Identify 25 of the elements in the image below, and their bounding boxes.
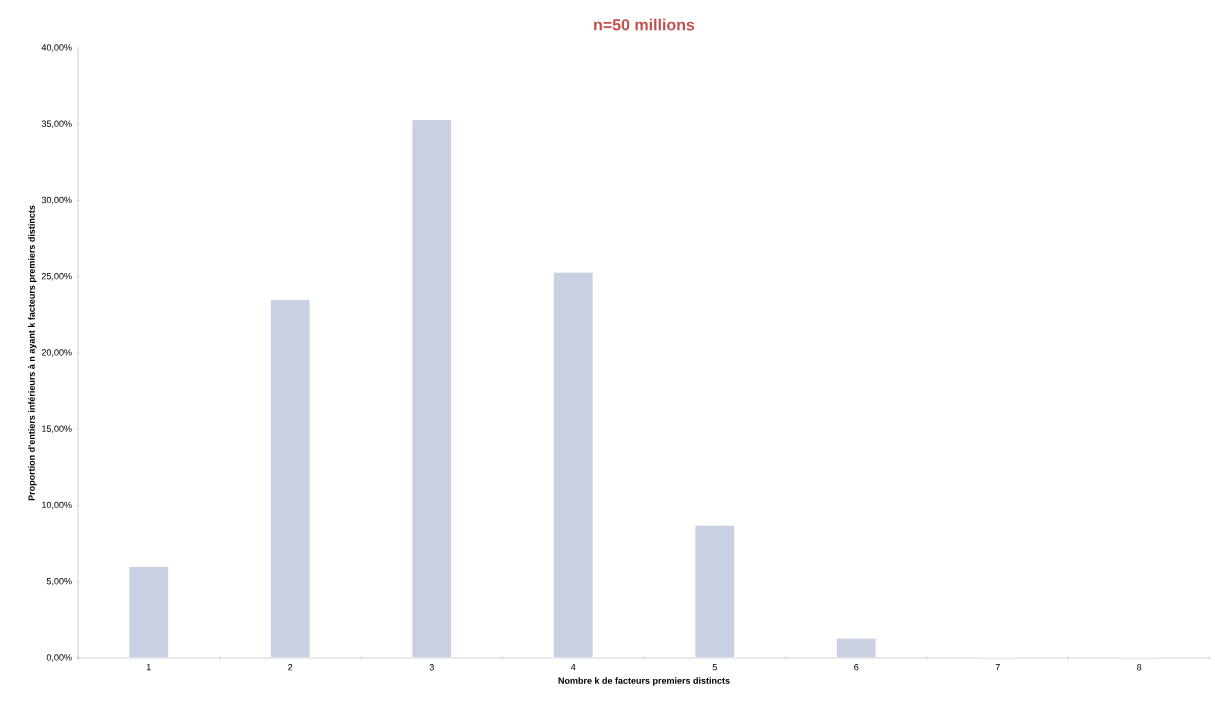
- x-tick-label: 1: [146, 664, 151, 671]
- x-tick-label: 7: [995, 664, 1000, 671]
- x-axis-title: Nombre k de facteurs premiers distincts: [558, 677, 730, 686]
- y-tick-label: 0,00%: [46, 654, 72, 662]
- y-tick-label: 20,00%: [41, 349, 72, 357]
- y-tick-label: 25,00%: [41, 273, 72, 281]
- x-tick-label: 2: [288, 664, 293, 671]
- y-tick-label: 15,00%: [42, 425, 72, 433]
- x-tick-label: 8: [1137, 664, 1142, 671]
- x-tick-label: 3: [429, 664, 434, 671]
- bar: [270, 299, 311, 658]
- y-tick-label: 5,00%: [46, 578, 72, 586]
- y-tick-label: 10,00%: [42, 501, 72, 510]
- x-tick-label: 5: [712, 664, 717, 671]
- bar: [553, 271, 594, 658]
- x-tick-label: 4: [570, 664, 576, 671]
- x-tick-label: 6: [854, 664, 859, 671]
- y-tick-label: 40,00%: [41, 44, 72, 52]
- bar: [411, 119, 452, 658]
- chart-title: n=50 millions: [594, 18, 695, 31]
- y-tick-label: 30,00%: [41, 196, 72, 205]
- bar: [694, 524, 735, 658]
- y-tick-label: 35,00%: [41, 120, 72, 128]
- y-axis-title: Proportion d'entiers inférieurs à n ayant k facteurs premiers distincts: [28, 205, 37, 501]
- bar: [128, 566, 169, 658]
